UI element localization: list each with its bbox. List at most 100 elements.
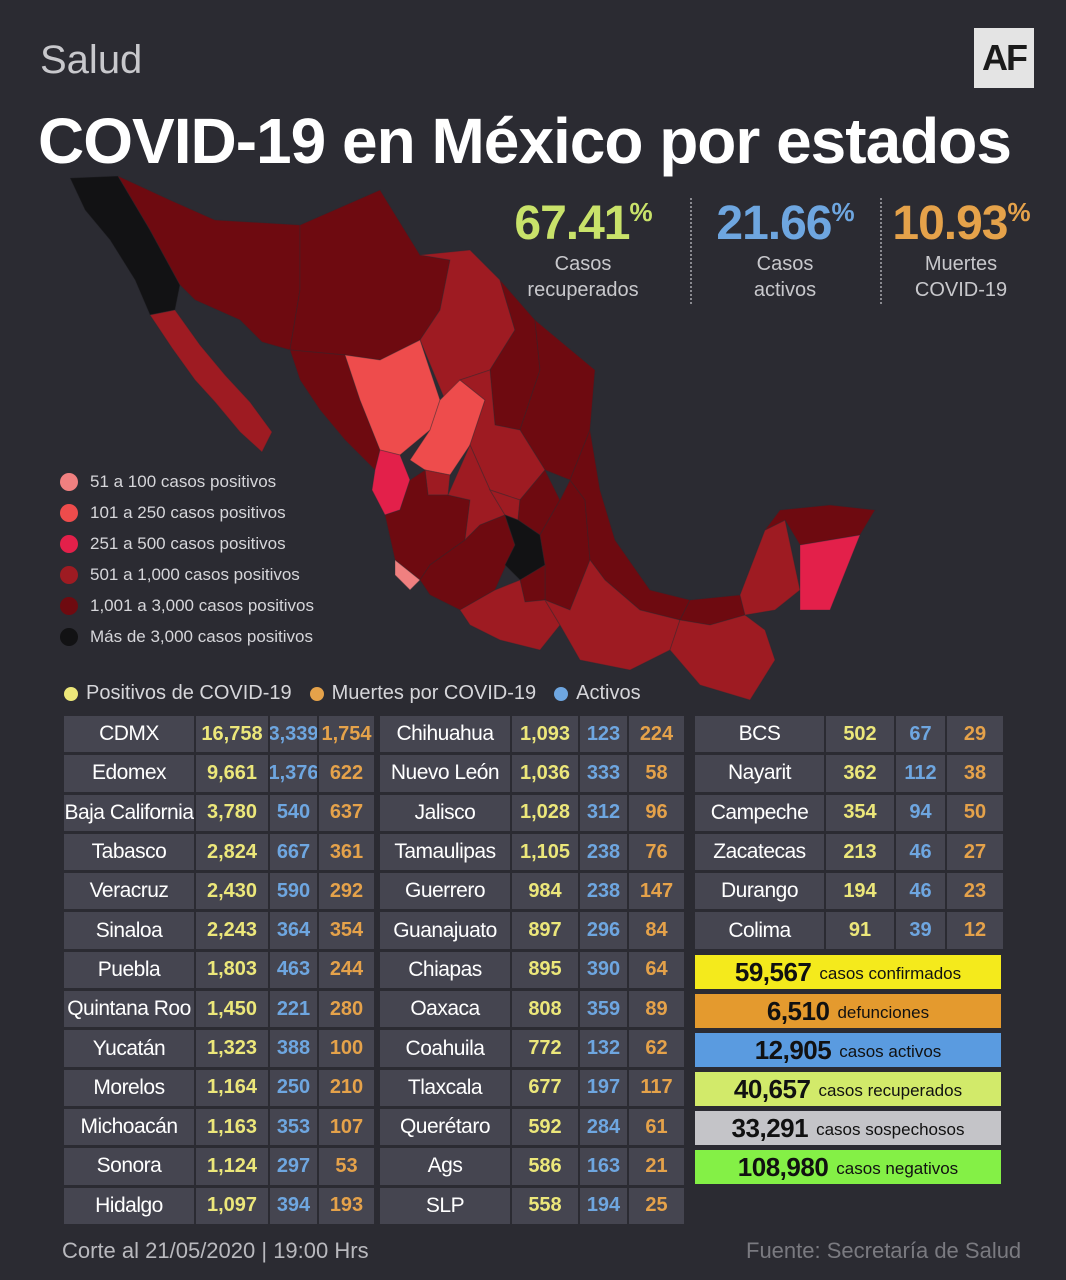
legend-dot xyxy=(60,472,78,491)
state-yucatan xyxy=(764,504,876,546)
deaths-count: 622 xyxy=(319,755,374,792)
positive-count: 1,097 xyxy=(196,1187,268,1224)
positive-count: 1,803 xyxy=(196,951,268,989)
table-row: Tabasco 2,824 667 361 xyxy=(64,833,376,873)
state-name: Zacatecas xyxy=(695,833,824,871)
state-bcs xyxy=(149,309,273,453)
state-name: SLP xyxy=(380,1187,510,1224)
section-label: Salud xyxy=(40,38,143,82)
summary-active: 12,905 casos activos xyxy=(695,1033,1001,1067)
table-row: Ags 586 163 21 xyxy=(380,1148,686,1187)
deaths-count: 29 xyxy=(947,716,1003,753)
table-row: Campeche 354 94 50 xyxy=(695,794,1005,834)
table-row: Chiapas 895 390 64 xyxy=(380,951,686,991)
af-logo: AF xyxy=(974,28,1034,88)
active-count: 394 xyxy=(270,1187,317,1224)
active-count: 388 xyxy=(270,1030,317,1067)
legend-dot xyxy=(60,534,78,553)
active-count: 463 xyxy=(270,951,317,989)
map-legend: 51 a 100 casos positivos 101 a 250 casos… xyxy=(60,466,314,652)
table-row: Sonora 1,124 297 53 xyxy=(64,1148,376,1187)
table-row: Veracruz 2,430 590 292 xyxy=(64,873,376,912)
states-table-col3: BCS 502 67 29 Nayarit 362 112 38 Campeche 354 94 50… xyxy=(695,716,1005,952)
deaths-count: 89 xyxy=(629,991,684,1028)
active-count: 39 xyxy=(896,912,945,949)
state-name: Baja California xyxy=(64,794,194,831)
key-dot xyxy=(309,686,324,701)
positive-count: 586 xyxy=(512,1148,578,1185)
active-count: 296 xyxy=(580,912,627,949)
deaths-count: 25 xyxy=(629,1187,684,1224)
summary-suspected: 33,291 casos sospechosos xyxy=(695,1111,1001,1145)
state-name: Guerrero xyxy=(380,873,510,910)
table-row: Yucatán 1,323 388 100 xyxy=(64,1030,376,1069)
table-key-item: Activos xyxy=(554,682,641,705)
table-row: SLP 558 194 25 xyxy=(380,1187,686,1227)
stat-deaths: 10.93% Muertes COVID-19 xyxy=(890,196,1032,303)
state-name: CDMX xyxy=(64,716,194,753)
legend-label: 101 a 250 casos positivos xyxy=(90,502,286,522)
table-row: Coahuila 772 132 62 xyxy=(380,1030,686,1069)
legend-item: 51 a 100 casos positivos xyxy=(60,466,314,497)
table-key-item: Positivos de COVID-19 xyxy=(64,682,292,705)
footer-source: Fuente: Secretaría de Salud xyxy=(746,1238,1022,1263)
stat-active-label-1: Casos xyxy=(756,253,814,275)
key-label: Muertes por COVID-19 xyxy=(331,682,537,704)
state-quintana-roo xyxy=(799,534,861,611)
table-row: Nuevo León 1,036 333 58 xyxy=(380,755,686,794)
deaths-count: 53 xyxy=(319,1148,374,1185)
summary-label: casos negativos xyxy=(836,1159,959,1178)
active-count: 46 xyxy=(896,873,945,910)
table-row: Michoacán 1,163 353 107 xyxy=(64,1108,376,1148)
state-name: Quintana Roo xyxy=(64,991,194,1028)
deaths-count: 147 xyxy=(629,873,684,910)
active-count: 197 xyxy=(580,1069,627,1106)
positive-count: 1,036 xyxy=(512,755,578,792)
state-name: Chihuahua xyxy=(380,716,510,753)
legend-item: 501 a 1,000 casos positivos xyxy=(60,559,314,590)
positive-count: 1,028 xyxy=(512,794,578,831)
active-count: 284 xyxy=(580,1108,627,1146)
summary-label: casos confirmados xyxy=(819,964,962,983)
table-row: Baja California 3,780 540 637 xyxy=(64,794,376,834)
legend-label: 1,001 a 3,000 casos positivos xyxy=(90,595,314,615)
positive-count: 1,093 xyxy=(512,716,578,753)
summary-label: casos activos xyxy=(839,1042,942,1061)
state-chiapas xyxy=(669,614,776,701)
deaths-count: 23 xyxy=(947,873,1003,910)
table-row: Puebla 1,803 463 244 xyxy=(64,951,376,991)
state-colima xyxy=(394,558,421,591)
summary-number: 40,657 xyxy=(733,1073,811,1104)
table-row: Quintana Roo 1,450 221 280 xyxy=(64,991,376,1030)
table-row: Oaxaca 808 359 89 xyxy=(380,991,686,1030)
deaths-count: 292 xyxy=(319,873,374,910)
deaths-count: 58 xyxy=(629,755,684,792)
table-row: Tlaxcala 677 197 117 xyxy=(380,1069,686,1109)
table-row: Colima 91 39 12 xyxy=(695,912,1005,951)
key-dot xyxy=(554,686,569,701)
active-count: 250 xyxy=(270,1069,317,1106)
deaths-count: 62 xyxy=(629,1030,684,1067)
legend-dot xyxy=(60,565,78,584)
positive-count: 502 xyxy=(826,716,894,753)
state-name: Colima xyxy=(695,912,824,949)
summary-number: 12,905 xyxy=(754,1034,832,1065)
state-name: Oaxaca xyxy=(380,991,510,1028)
state-name: Nuevo León xyxy=(380,755,510,792)
table-row: Durango 194 46 23 xyxy=(695,873,1005,912)
legend-label: 501 a 1,000 casos positivos xyxy=(90,564,300,584)
active-count: 390 xyxy=(580,951,627,989)
deaths-count: 64 xyxy=(629,951,684,989)
positive-count: 194 xyxy=(826,873,894,910)
active-count: 359 xyxy=(580,991,627,1028)
state-name: Morelos xyxy=(64,1069,194,1106)
active-count: 163 xyxy=(580,1148,627,1185)
summary-label: defunciones xyxy=(837,1003,930,1022)
deaths-count: 27 xyxy=(947,833,1003,871)
summary-recovered: 40,657 casos recuperados xyxy=(695,1072,1001,1106)
deaths-count: 84 xyxy=(629,912,684,949)
mexico-choropleth-map xyxy=(69,174,876,701)
state-name: Querétaro xyxy=(380,1108,510,1146)
positive-count: 1,124 xyxy=(196,1148,268,1185)
active-count: 1,376 xyxy=(270,755,317,792)
